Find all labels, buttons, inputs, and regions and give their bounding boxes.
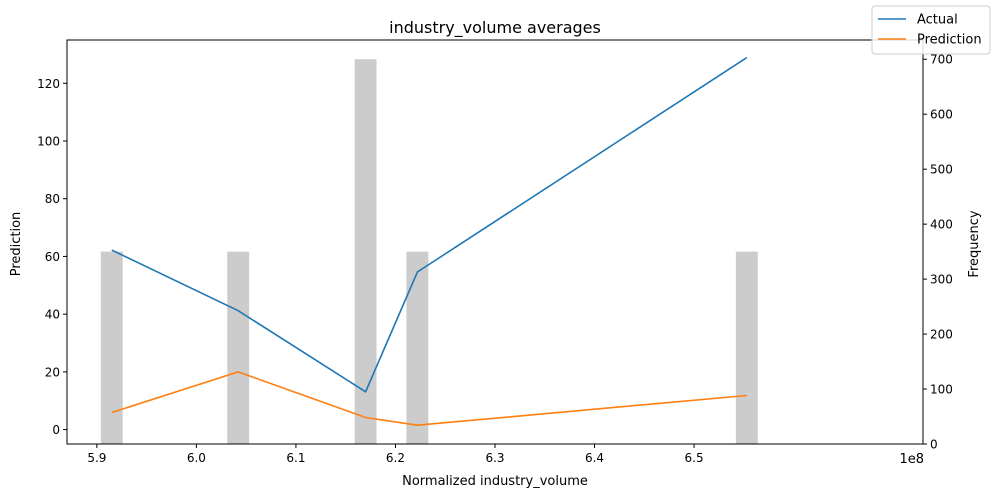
x-offset-label: 1e8 [899,452,924,467]
histogram-bar [735,251,758,444]
y-right-axis-label: Frequency [967,210,982,277]
y-right-tick-label: 200 [930,328,953,342]
legend-label-prediction: Prediction [917,33,982,48]
x-tick-label: 6.2 [386,451,405,465]
series-line-prediction [111,371,747,427]
histogram-bar [354,59,377,444]
y-right-tick-label: 400 [930,218,953,232]
y-left-tick-label: 20 [45,365,60,379]
y-right-tick-label: 300 [930,273,953,287]
y-right-tick-label: 0 [930,438,938,452]
y-left-tick-label: 60 [45,250,60,264]
x-tick-label: 6.1 [286,451,305,465]
histogram-bar [406,251,429,444]
y-right-tick-label: 100 [930,383,953,397]
histogram-bars [100,59,758,444]
y-left-axis-ticks: 0 20 40 60 80 100 120 [37,77,67,437]
y-right-tick-label: 500 [930,163,953,177]
y-right-tick-label: 600 [930,108,953,122]
x-tick-label: 6.0 [187,451,206,465]
plot-frame [66,39,924,445]
y-left-tick-label: 0 [52,423,60,437]
x-tick-label: 6.3 [485,451,504,465]
x-axis-label: Normalized industry_volume [402,474,588,489]
y-right-tick-label: 700 [930,53,953,67]
x-tick-label: 6.5 [685,451,704,465]
x-tick-label: 5.9 [87,451,106,465]
y-left-tick-label: 40 [45,308,60,322]
histogram-bar [227,251,250,444]
y-left-tick-label: 120 [37,77,60,91]
y-left-axis-label: Prediction [9,212,24,277]
legend-box [871,5,991,55]
chart-title: industry_volume averages [389,18,601,38]
legend-label-actual: Actual [917,13,958,28]
legend: Actual Prediction [871,5,991,55]
y-left-tick-label: 100 [37,135,60,149]
histogram-bar [100,251,123,444]
series-lines [111,56,748,427]
x-axis-ticks: 5.9 6.0 6.1 6.2 6.3 6.4 6.5 [87,444,704,465]
series-line-actual [111,56,748,393]
y-left-tick-label: 80 [45,192,60,206]
x-tick-label: 6.4 [585,451,604,465]
y-right-axis-ticks: 0 100 200 300 400 500 600 700 [923,53,953,452]
